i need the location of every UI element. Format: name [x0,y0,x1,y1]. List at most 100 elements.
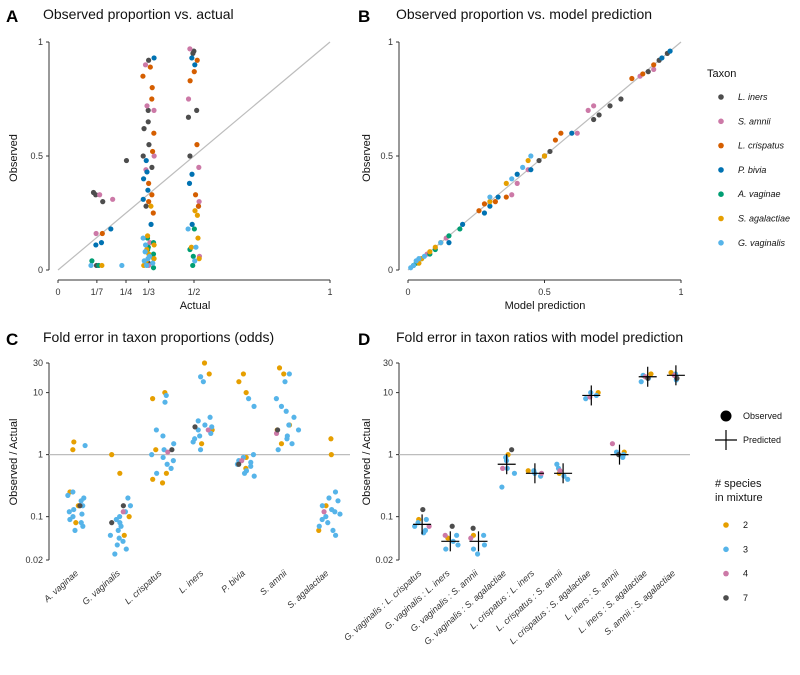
panel-c-point-n3 [282,379,288,385]
panel-a-point-l-iners [143,203,149,209]
panel-a-point-p-bivia [189,55,195,61]
panel-a-point-g-vaginalis [145,256,151,262]
panel-a-point-s-amnii [97,192,103,198]
panel-d-point-n4 [557,468,563,474]
panel-c-category-label: S. agalactiae [285,568,330,610]
species-legend-key-7 [723,595,729,601]
taxon-legend-key-l-iners [718,94,724,100]
panel-c-point-n7 [169,447,175,453]
panel-c-point-n2 [276,365,283,371]
panel-a-point-s-amnii [185,96,192,102]
panel-c-point-n3 [123,546,129,552]
panel-a-xlabel: Actual [180,300,211,312]
panel-a-point-l-crispatus [99,230,105,237]
panel-d-title: Fold error in taxon ratios with model pr… [396,329,683,345]
panel-c-point-n3 [65,492,71,499]
panel-b-point-p-bivia [481,210,488,216]
panel-b-point-l-iners [596,112,602,118]
panel-c-point-n2 [206,371,212,377]
panel-a-y-tick-label: 1 [38,37,43,47]
panel-b-x-tick-label: 0 [405,287,410,297]
panel-c-point-n3 [251,473,257,479]
panel-c-y-tick-label: 0.02 [25,555,43,565]
panel-c-point-n3 [278,403,285,409]
panel-b-point-l-crispatus [492,199,498,205]
panel-c-category-label: L. crispatus [123,568,164,607]
panel-c-point-n2 [70,447,76,453]
observed-legend-label: Observed [743,411,782,421]
panel-d-point-n7 [449,523,455,529]
panel-c-point-n2 [121,532,127,538]
panel-c-y-tick-label: 1 [38,450,43,460]
panel-d-point-n3 [443,546,449,552]
panel-c-point-n3 [316,523,322,529]
panel-a-x-tick-label: 0 [55,287,60,297]
panel-a-point-p-bivia [145,187,151,193]
panel-b-point-s-amnii [574,130,580,136]
panel-d-point-n4 [468,535,474,541]
panel-a-point-p-bivia [189,171,195,177]
panel-c-point-n3 [335,498,341,504]
panel-a-point-l-iners [185,114,192,120]
panel-d-point-n3 [565,476,571,482]
panel-a-point-l-crispatus [146,199,152,205]
species-legend-title-line2: in mixture [715,492,763,504]
panel-c-point-n3 [115,527,121,534]
panel-a-point-a-vaginae [190,262,196,269]
panel-c-point-n3 [118,523,124,529]
panel-a-point-g-vaginalis [143,262,150,269]
panel-d-point-n7 [470,525,476,531]
panel-a-point-s-agalactiae [148,203,154,209]
panel-b-y-tick-label: 0 [388,265,393,275]
panel-a-point-l-iners [145,107,151,113]
panel-d-point-n3 [423,516,429,523]
panel-b-point-g-vaginalis [438,240,444,246]
panel-b-point-l-iners [536,157,542,164]
taxon-legend-key-s-amnii [718,118,724,125]
panel-c-point-n3 [114,542,120,548]
panel-b-point-s-amnii [651,66,657,72]
panel-c-point-n3 [164,461,170,467]
panel-c-point-n2 [328,452,334,458]
panel-a-point-s-amnii [142,62,149,68]
panel-b-ylabel: Observed [361,134,373,182]
panel-b-point-p-bivia [487,203,493,209]
panel-label-b: B [358,7,370,26]
panel-d-point-n3 [511,470,518,476]
panel-a-point-l-iners [145,119,151,125]
taxon-legend-key-p-bivia [718,167,724,173]
species-legend-label-2: 2 [743,520,748,530]
taxon-legend-label-s-agalactiae: S. agalactiae [738,214,790,224]
panel-c-point-n3 [154,470,160,476]
panel-a-point-a-vaginae [191,226,197,232]
panel-c-title: Fold error in taxon proportions (odds) [43,329,274,345]
panel-c-category-label: G. vaginalis [80,568,122,607]
panel-a-point-l-iners [149,164,155,170]
panel-a-point-g-vaginalis [192,258,198,264]
panel-a-point-s-agalactiae [99,262,105,269]
panel-c-y-tick-label: 10 [33,388,43,398]
panel-c-point-n3 [207,414,213,420]
panel-c-y-tick-label: 0.1 [30,512,43,522]
panel-c-category-label: L. iners [177,568,206,596]
panel-c-point-n3 [168,465,174,471]
panel-a-point-a-vaginae [150,265,157,271]
panel-d-point-n7 [674,375,680,381]
panel-a-point-l-crispatus [194,57,200,63]
panel-b-point-g-vaginalis [528,153,534,159]
panel-c-point-n7 [275,427,281,433]
panel-d-point-n3 [470,546,477,552]
panel-b-point-p-bivia [667,48,673,54]
panel-a-point-l-iners [146,57,152,63]
panel-c-point-n4 [239,458,245,464]
panel-b-point-g-vaginalis [413,258,419,264]
panel-c-point-n3 [291,414,297,420]
panel-d-ylabel: Observed / Actual [361,419,373,506]
panel-c-point-n4 [321,509,327,515]
panel-c-point-n3 [337,511,343,517]
panel-b-point-p-bivia [460,221,466,227]
panel-c-point-n3 [78,498,84,504]
panel-c-point-n3 [286,371,292,377]
panel-a-x-tick-label: 1/2 [188,287,201,297]
